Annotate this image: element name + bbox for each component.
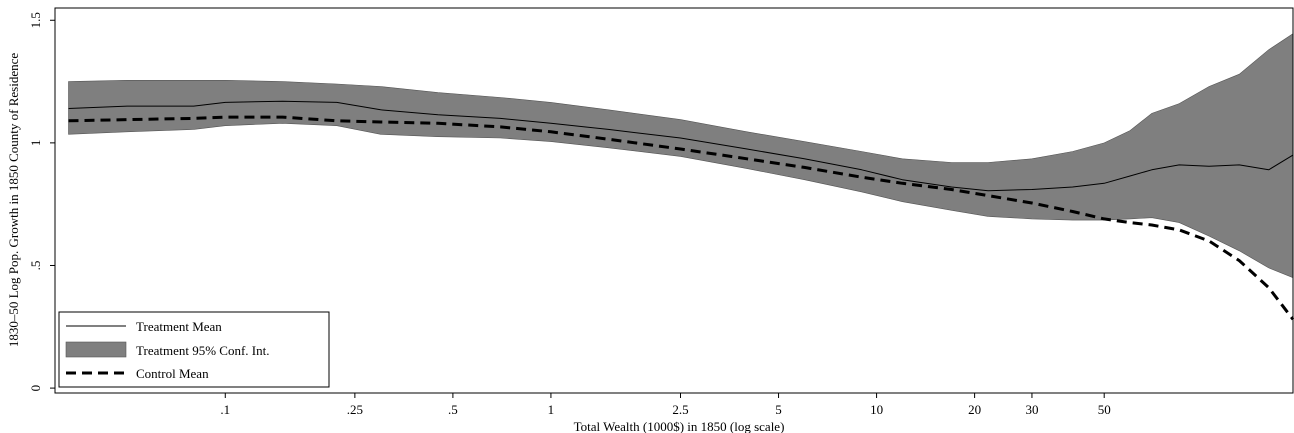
x-tick-label: .1 [220,402,230,417]
treatment-mean-line [68,100,1294,192]
legend-label-treatment-mean: Treatment Mean [136,319,222,334]
x-tick-label: 1 [548,402,555,417]
legend: Treatment Mean Treatment 95% Conf. Int. … [58,311,330,388]
x-tick-label: .25 [347,402,363,417]
y-tick-label: .5 [28,261,43,271]
legend-label-confidence-band: Treatment 95% Conf. Int. [136,343,269,358]
x-tick-label: 30 [1025,402,1038,417]
x-tick-label: 2.5 [672,402,688,417]
plot-frame [54,7,1294,394]
x-tick-label: 10 [870,402,883,417]
series-line-layer [68,100,1294,321]
x-tick-label: 20 [968,402,981,417]
x-axis: .1 .25 .5 1 2.5 5 10 20 30 50 [220,393,1111,417]
x-axis-title: Total Wealth (1000$) in 1850 (log scale) [574,419,785,433]
control-mean-line [68,115,1294,321]
y-tick-label: 1 [28,140,43,147]
y-axis: 0 .5 1 1.5 [28,12,55,391]
x-tick-label: .5 [448,402,458,417]
legend-swatch-confidence-band [65,341,127,358]
legend-label-control-mean: Control Mean [136,366,209,381]
y-tick-label: 0 [28,385,43,392]
y-tick-label: 1.5 [28,12,43,28]
x-tick-label: 50 [1098,402,1111,417]
x-tick-label: 5 [775,402,782,417]
y-axis-title: 1830–50 Log Pop. Growth in 1850 County o… [6,53,21,348]
